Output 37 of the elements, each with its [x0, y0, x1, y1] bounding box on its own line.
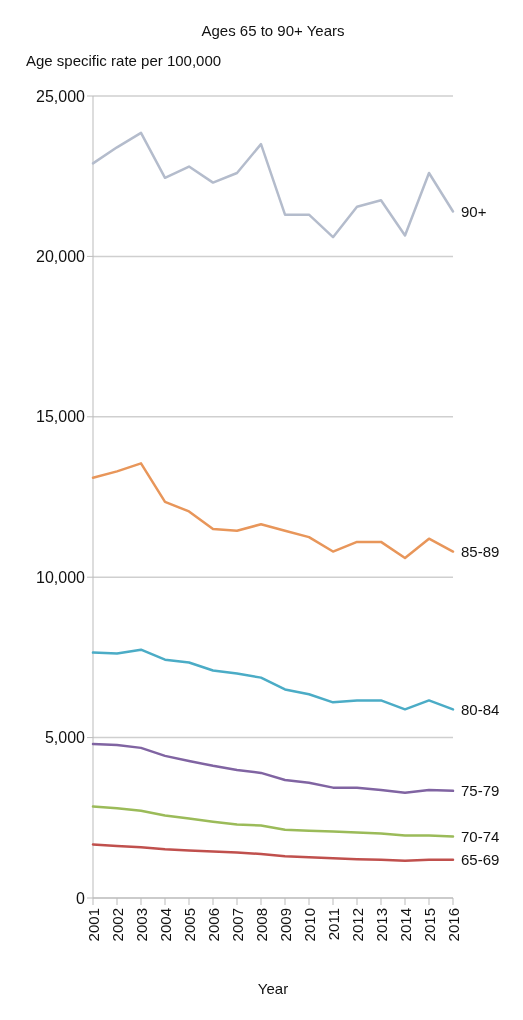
x-tick-label: 2010	[301, 908, 319, 942]
chart-title: Ages 65 to 90+ Years	[201, 22, 345, 39]
series-label: 70-74	[461, 827, 500, 845]
line-series	[91, 131, 455, 239]
x-tick-label: 2008	[253, 908, 271, 942]
x-tick-label: 2003	[133, 908, 151, 942]
x-tick-label: 2015	[421, 908, 439, 942]
x-tick-label: 2001	[85, 908, 103, 942]
x-axis-title: Year	[257, 980, 289, 997]
y-tick-label: 25,000	[36, 87, 86, 105]
series-label: 90+	[461, 202, 487, 220]
y-tick-label: 10,000	[36, 568, 86, 586]
y-axis-title: Age specific rate per 100,000	[26, 52, 222, 69]
series-label: 65-69	[461, 851, 500, 869]
line-series	[91, 742, 455, 795]
series-label: 85-89	[461, 542, 500, 560]
x-tick-label: 2016	[445, 908, 463, 942]
x-tick-label: 2012	[349, 908, 367, 942]
y-tick-label: 5,000	[44, 729, 86, 747]
x-tick-label: 2014	[397, 908, 415, 942]
line-series	[91, 843, 455, 863]
x-tick-label: 2002	[109, 908, 127, 942]
y-tick-label: 15,000	[36, 408, 86, 426]
x-tick-label: 2005	[181, 908, 199, 942]
line-series	[91, 805, 455, 838]
y-tick-label: 20,000	[36, 248, 86, 265]
x-tick-label: 2004	[157, 908, 175, 942]
y-tick-label: 0	[76, 889, 86, 907]
x-tick-label: 2013	[373, 908, 391, 942]
x-tick-label: 2006	[205, 908, 223, 942]
series-label: 80-84	[461, 700, 500, 718]
x-tick-label: 2009	[277, 908, 295, 942]
line-series	[91, 462, 455, 560]
line-series	[91, 648, 455, 711]
series-label: 75-79	[461, 782, 500, 800]
x-tick-label: 2011	[325, 908, 343, 941]
x-tick-label: 2007	[229, 908, 247, 942]
